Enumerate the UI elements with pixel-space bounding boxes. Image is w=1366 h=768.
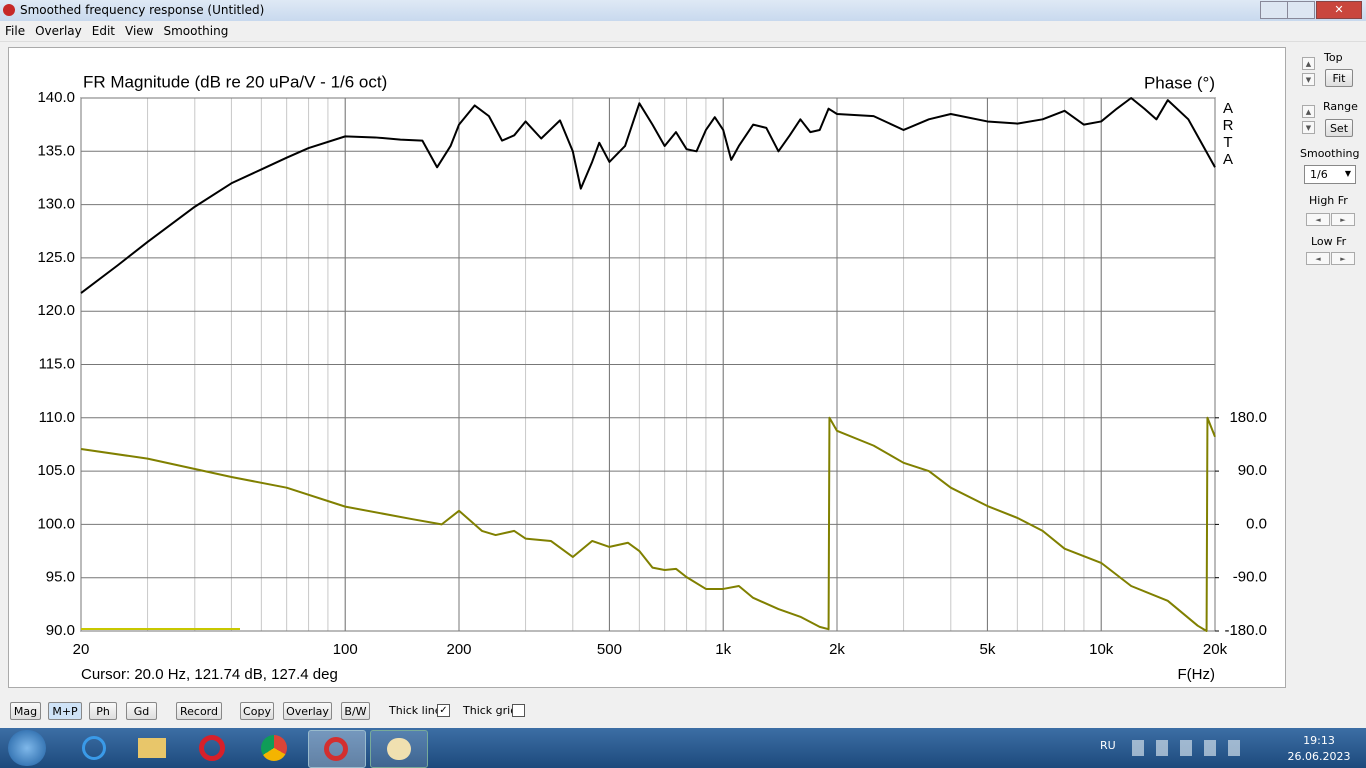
chart-title: FR Magnitude (dB re 20 uPa/V - 1/6 oct) xyxy=(83,72,387,91)
y2-axis-title: Phase (°) xyxy=(1144,73,1215,92)
top-label: Top xyxy=(1324,51,1343,64)
y2-tick-label: 0.0 xyxy=(1246,515,1267,532)
thick-line-checkbox[interactable]: ✓ xyxy=(437,704,450,717)
x-tick-label: 5k xyxy=(979,641,995,658)
y-tick-label: 125.0 xyxy=(37,249,75,266)
y-tick-label: 140.0 xyxy=(37,89,75,106)
ie-icon[interactable] xyxy=(66,730,122,766)
chart-panel: FR Magnitude (dB re 20 uPa/V - 1/6 oct) … xyxy=(8,47,1286,688)
y-tick-label: 90.0 xyxy=(46,622,75,639)
thick-grid-label: Thick grid xyxy=(463,704,518,717)
y-tick-label: 100.0 xyxy=(37,515,75,532)
language-indicator[interactable]: RU xyxy=(1100,739,1116,752)
toolbar-button[interactable]: B/W xyxy=(341,702,370,720)
toolbar: Thick line ✓ Thick grid Mag M+P Ph Gd Record… xyxy=(0,695,1366,725)
low-fr-left[interactable]: ◄ xyxy=(1306,252,1330,265)
high-fr-left[interactable]: ◄ xyxy=(1306,213,1330,226)
y-tick-label: 110.0 xyxy=(39,409,75,426)
menu-item[interactable]: Edit xyxy=(91,24,115,38)
toolbar-button[interactable]: Record xyxy=(176,702,222,720)
close-button[interactable]: ✕ xyxy=(1316,1,1362,19)
toolbar-button[interactable]: Copy xyxy=(240,702,274,720)
menu-item[interactable]: File xyxy=(5,24,26,38)
window-title: Smoothed frequency response (Untitled) xyxy=(20,3,265,17)
range-up[interactable]: ▲ xyxy=(1302,105,1315,118)
menu-item[interactable]: Overlay xyxy=(35,24,82,38)
toolbar-button[interactable]: Mag xyxy=(10,702,41,720)
data-line xyxy=(80,97,1216,294)
low-fr-right[interactable]: ► xyxy=(1331,252,1355,265)
data-line xyxy=(80,416,1216,632)
x-tick-label: 200 xyxy=(446,641,471,658)
cursor-readout: Cursor: 20.0 Hz, 121.74 dB, 127.4 deg xyxy=(81,666,338,683)
y-tick-label: 130.0 xyxy=(37,196,75,213)
range-down[interactable]: ▼ xyxy=(1302,121,1315,134)
y2-tick-label: -180.0 xyxy=(1224,622,1267,639)
y-tick-label: 120.0 xyxy=(37,302,75,319)
thick-line-label: Thick line xyxy=(389,704,442,717)
fit-button[interactable]: Fit xyxy=(1325,69,1353,87)
start-button[interactable] xyxy=(8,730,46,766)
clock-date: 26.06.2023 xyxy=(1287,750,1351,763)
toolbar-button[interactable]: Overlay xyxy=(283,702,332,720)
arta-icon[interactable] xyxy=(308,730,366,768)
x-tick-label: 20k xyxy=(1203,641,1228,658)
low-fr-label: Low Fr xyxy=(1311,235,1347,248)
toolbar-button[interactable]: M+P xyxy=(48,702,82,720)
smoothing-dropdown[interactable]: 1/6 ▼ xyxy=(1304,165,1356,184)
maximize-button[interactable] xyxy=(1287,1,1315,19)
set-button[interactable]: Set xyxy=(1325,119,1353,137)
x-tick-label: 10k xyxy=(1089,641,1114,658)
toolbar-button[interactable]: Gd xyxy=(126,702,157,720)
explorer-icon[interactable] xyxy=(124,730,180,766)
x-tick-label: 1k xyxy=(715,641,731,658)
range-label: Range xyxy=(1323,100,1358,113)
high-fr-right[interactable]: ► xyxy=(1331,213,1355,226)
x-tick-label: 100 xyxy=(333,641,358,658)
y-tick-label: 95.0 xyxy=(46,569,75,586)
x-axis-title: F(Hz) xyxy=(1178,666,1216,683)
dropdown-arrow: ▼ xyxy=(1344,169,1351,178)
top-up[interactable]: ▲ xyxy=(1302,57,1315,70)
x-tick-label: 500 xyxy=(597,641,622,658)
smoothing-label: Smoothing xyxy=(1300,147,1360,160)
y2-tick-label: 90.0 xyxy=(1238,462,1267,479)
top-down[interactable]: ▼ xyxy=(1302,73,1315,86)
taskbar: RU 19:13 26.06.2023 xyxy=(0,728,1366,768)
toolbar-button[interactable]: Ph xyxy=(89,702,117,720)
x-tick-label: 2k xyxy=(829,641,845,658)
menu-item[interactable]: View xyxy=(125,24,154,38)
opera-icon[interactable] xyxy=(184,730,240,766)
paint-icon[interactable] xyxy=(370,730,428,768)
menu-item[interactable]: Smoothing xyxy=(163,24,229,38)
high-fr-label: High Fr xyxy=(1309,194,1348,207)
thick-grid-checkbox[interactable] xyxy=(512,704,525,717)
x-tick-label: 20 xyxy=(73,641,90,658)
chart: FR Magnitude (dB re 20 uPa/V - 1/6 oct) … xyxy=(37,72,1267,683)
clock-time: 19:13 xyxy=(1303,734,1335,747)
y-tick-label: 105.0 xyxy=(37,462,75,479)
y-tick-label: 135.0 xyxy=(37,142,75,159)
app-icon xyxy=(3,4,15,16)
y2-tick-label: 180.0 xyxy=(1229,409,1267,426)
watermark: ARTA xyxy=(1220,100,1237,168)
y-tick-label: 115.0 xyxy=(39,355,75,372)
menu-bar: File Overlay Edit View Smoothing xyxy=(0,21,1366,42)
y2-tick-label: -90.0 xyxy=(1233,569,1267,586)
tray-icons[interactable] xyxy=(1132,740,1250,756)
title-bar: Smoothed frequency response (Untitled) ✕ xyxy=(0,0,1366,21)
smoothing-value: 1/6 xyxy=(1310,168,1328,181)
grid xyxy=(80,97,1216,632)
minimize-button[interactable] xyxy=(1260,1,1288,19)
chrome-icon[interactable] xyxy=(246,730,302,766)
side-panel: ▲ ▼ Top Fit ▲ ▼ Range Set Smoothing 1/6 … xyxy=(1290,47,1366,687)
